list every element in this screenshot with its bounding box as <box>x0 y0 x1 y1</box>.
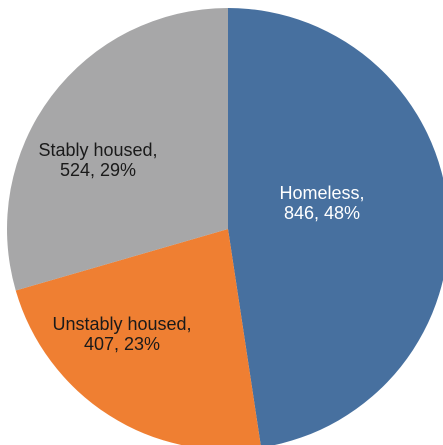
pie-label-line1: Homeless, <box>279 183 364 203</box>
pie-label-unstably-housed: Unstably housed, 407, 23% <box>52 314 191 354</box>
pie-label-line1: Stably housed, <box>38 140 157 160</box>
pie-label-line2: 524, 29% <box>60 160 136 180</box>
pie-slice-homeless <box>228 8 443 445</box>
pie-label-line1: Unstably housed, <box>52 314 191 334</box>
pie-label-homeless: Homeless, 846, 48% <box>279 183 364 223</box>
pie-label-stably-housed: Stably housed, 524, 29% <box>38 140 157 180</box>
pie-label-line2: 846, 48% <box>284 203 360 223</box>
pie-labels: Homeless, 846, 48% Unstably housed, 407, 23… <box>38 140 364 354</box>
pie-slice-unstably-housed <box>15 229 261 445</box>
pie-slice-stably-housed <box>7 8 229 291</box>
pie-label-line2: 407, 23% <box>84 334 160 354</box>
pie-slices <box>7 8 443 445</box>
